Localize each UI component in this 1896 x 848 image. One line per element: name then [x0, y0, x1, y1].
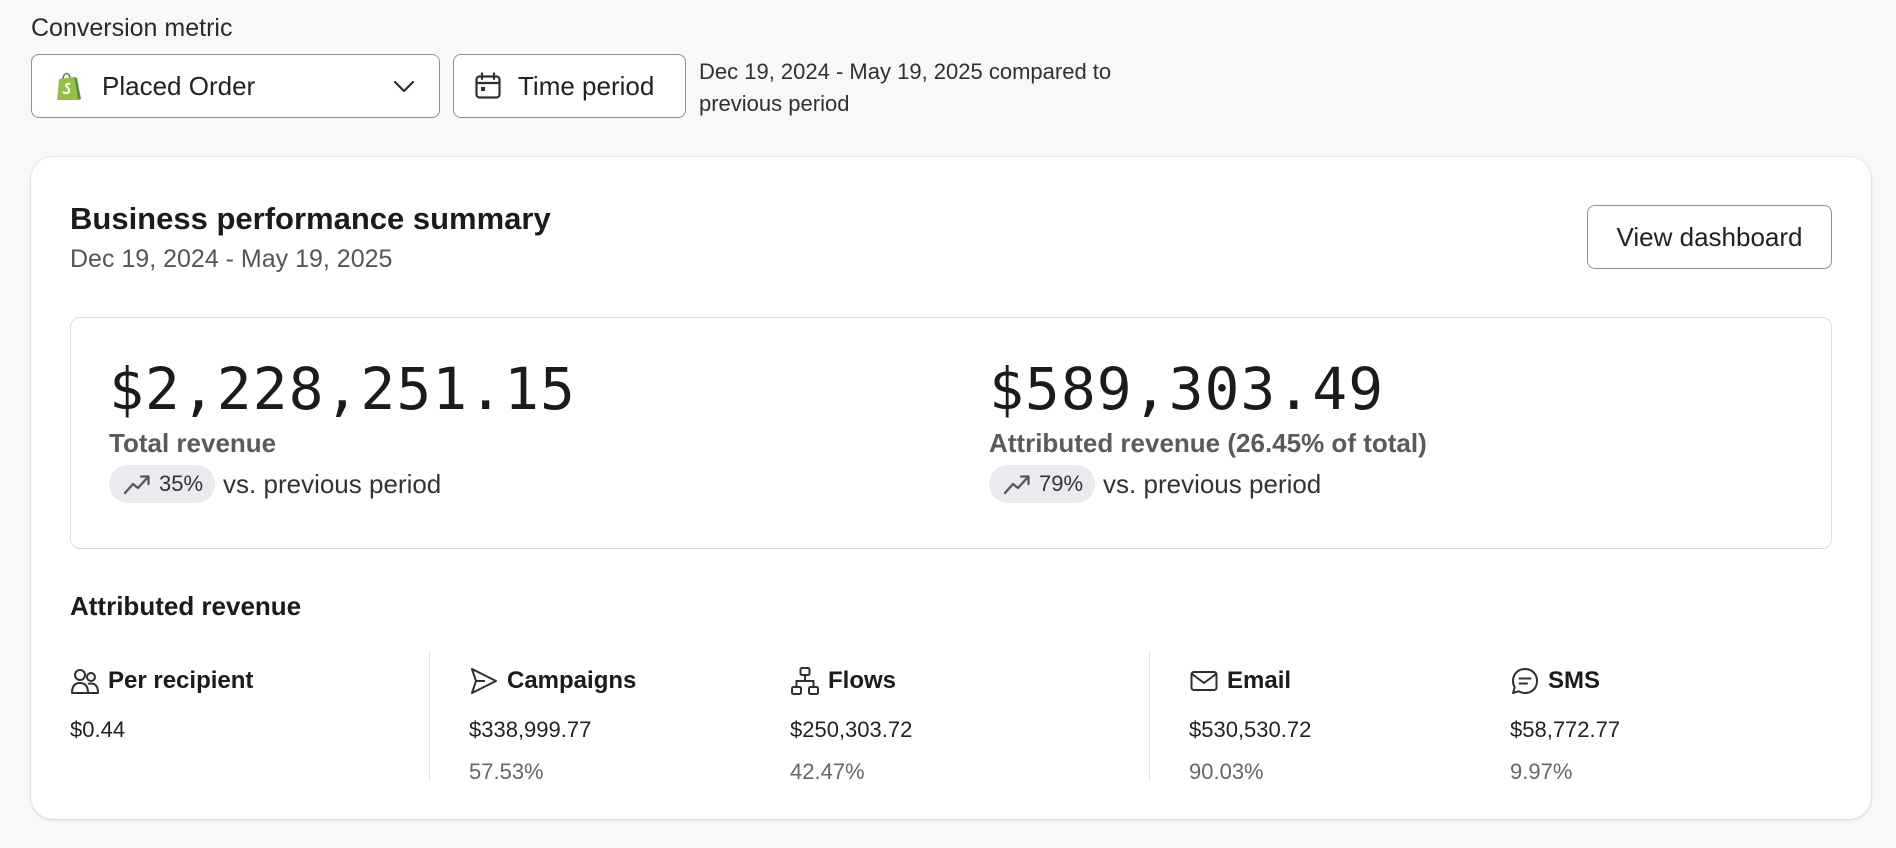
delta-caption: vs. previous period [1103, 468, 1322, 499]
metric-select-value: Placed Order [102, 70, 256, 101]
stat-value: $0.44 [70, 717, 126, 742]
stat-email: Email $530,530.72 90.03% [1189, 665, 1311, 785]
stat-flows: Flows $250,303.72 42.47% [790, 665, 912, 785]
divider [1149, 651, 1150, 781]
divider [429, 651, 430, 781]
stat-per-recipient: Per recipient $0.44 [70, 665, 253, 743]
stat-percent: 42.47% [790, 759, 865, 784]
flows-icon [791, 667, 819, 695]
attributed-revenue-delta: 79% vs. previous period [989, 465, 1427, 503]
total-revenue-block: $2,228,251.15 Total revenue 35% vs. prev… [109, 354, 576, 503]
view-dashboard-button[interactable]: View dashboard [1587, 205, 1832, 269]
mail-icon [1190, 671, 1218, 691]
stat-label: SMS [1548, 667, 1601, 694]
total-revenue-delta: 35% vs. previous period [109, 465, 576, 503]
time-period-label: Time period [518, 70, 655, 101]
shopify-icon [57, 72, 81, 100]
card-title: Business performance summary [70, 201, 551, 236]
attributed-revenue-label: Attributed revenue (26.45% of total) [989, 428, 1427, 458]
send-icon [471, 668, 497, 694]
trend-up-icon [123, 475, 150, 495]
stat-label: Per recipient [108, 667, 254, 694]
total-revenue-label: Total revenue [109, 428, 277, 458]
stat-value: $250,303.72 [790, 717, 913, 742]
stat-percent: 90.03% [1189, 759, 1264, 784]
delta-percent: 79% [1039, 471, 1084, 496]
stat-label: Flows [828, 667, 897, 694]
stat-campaigns: Campaigns $338,999.77 57.53% [469, 665, 636, 785]
stat-sms: SMS $58,772.77 9.97% [1510, 665, 1620, 785]
users-icon [71, 669, 99, 694]
delta-caption: vs. previous period [223, 468, 442, 499]
time-period-button[interactable]: Time period [453, 54, 686, 118]
stat-label: Campaigns [507, 667, 637, 694]
sms-icon [1512, 668, 1538, 694]
stat-value: $530,530.72 [1189, 717, 1312, 742]
stat-value: $58,772.77 [1510, 717, 1621, 742]
chevron-down-icon [393, 80, 415, 93]
delta-badge: 79% [989, 465, 1096, 503]
stat-value: $338,999.77 [469, 717, 592, 742]
total-revenue-value: $2,228,251.15 [109, 355, 576, 423]
calendar-icon [475, 72, 501, 99]
delta-badge: 35% [109, 465, 216, 503]
delta-percent: 35% [159, 471, 204, 496]
card-date-range: Dec 19, 2024 - May 19, 2025 [70, 245, 393, 273]
conversion-metric-label: Conversion metric [31, 14, 233, 42]
attributed-revenue-heading: Attributed revenue [70, 591, 302, 621]
conversion-metric-select[interactable]: Placed Order [31, 54, 440, 118]
date-range-comparison: Dec 19, 2024 - May 19, 2025 compared to … [699, 59, 1112, 116]
attributed-revenue-value: $589,303.49 [989, 355, 1385, 423]
trend-up-icon [1003, 475, 1030, 495]
stat-percent: 9.97% [1510, 759, 1573, 784]
attributed-revenue-block: $589,303.49 Attributed revenue (26.45% o… [989, 354, 1427, 503]
revenue-totals-panel: $2,228,251.15 Total revenue 35% vs. prev… [70, 317, 1832, 549]
stat-label: Email [1227, 667, 1292, 694]
performance-summary-card: Business performance summary Dec 19, 202… [31, 157, 1871, 819]
stat-percent: 57.53% [469, 759, 544, 784]
